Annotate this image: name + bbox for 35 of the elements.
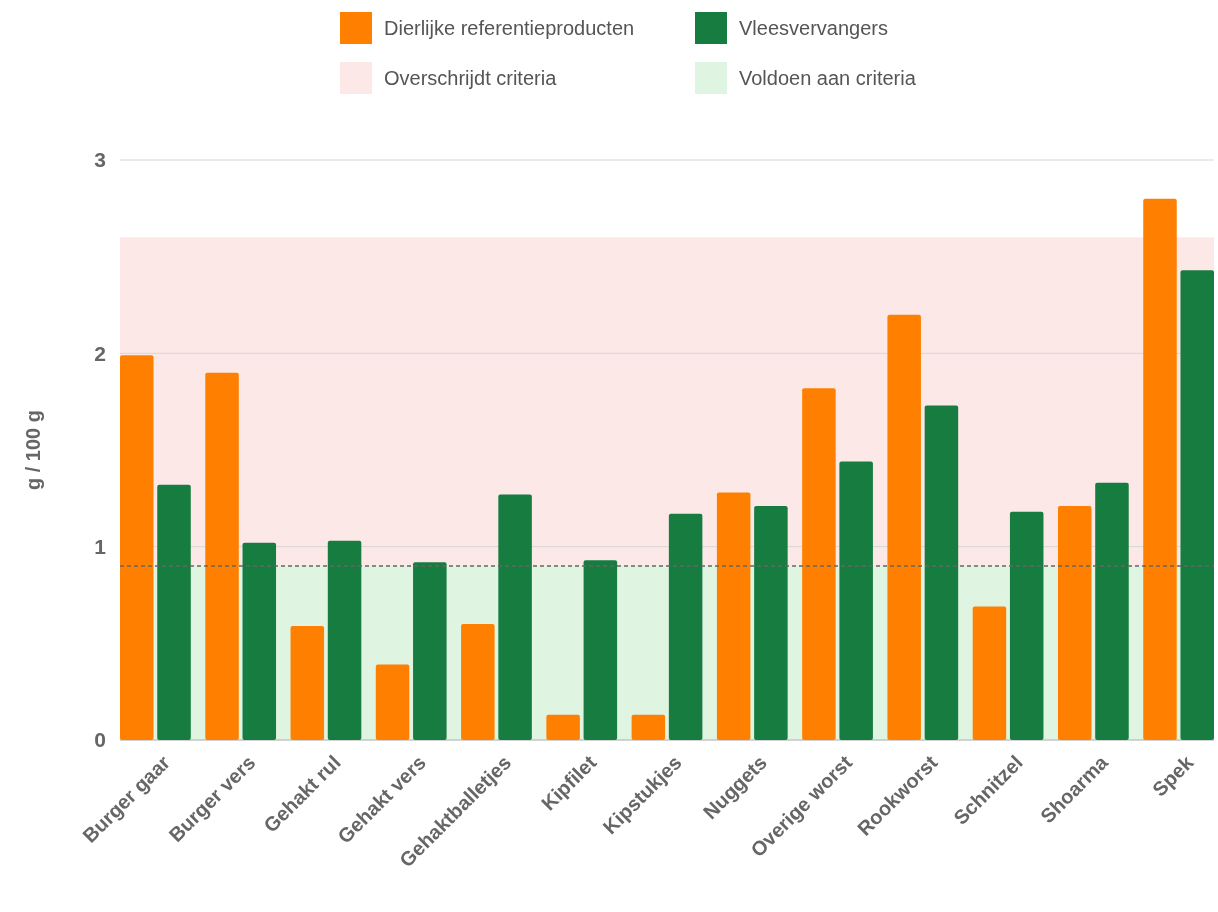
legend-label: Vleesvervangers (739, 17, 888, 39)
bar (242, 542, 277, 740)
bar (1057, 506, 1092, 740)
legend-label: Voldoen aan criteria (739, 67, 917, 89)
bar (583, 560, 618, 740)
bar (668, 513, 703, 740)
bar (290, 625, 325, 740)
legend-label: Overschrijdt criteria (384, 67, 558, 89)
bar (887, 314, 921, 740)
bar (1009, 511, 1044, 740)
bar (716, 492, 751, 740)
bar (546, 714, 580, 740)
bar (972, 606, 1007, 740)
bar (327, 540, 362, 740)
bar (120, 355, 154, 740)
bar (375, 664, 410, 740)
bar (1180, 270, 1214, 740)
bar (839, 461, 873, 740)
bar (205, 372, 239, 740)
bar (498, 494, 532, 740)
y-tick-label: 3 (94, 148, 106, 172)
bar (924, 405, 959, 740)
bar (631, 714, 666, 740)
bar (802, 388, 836, 740)
bar (1095, 482, 1129, 740)
y-axis-title: g / 100 g (22, 409, 44, 491)
bar (413, 562, 447, 740)
legend-label: Dierlijke referentieproducten (384, 17, 635, 39)
bar (157, 484, 191, 740)
y-tick-label: 1 (94, 535, 107, 559)
bar (461, 624, 495, 740)
bar (754, 506, 788, 740)
y-tick-label: 0 (94, 728, 106, 752)
y-tick-label: 2 (94, 341, 106, 365)
bar (1143, 198, 1177, 740)
